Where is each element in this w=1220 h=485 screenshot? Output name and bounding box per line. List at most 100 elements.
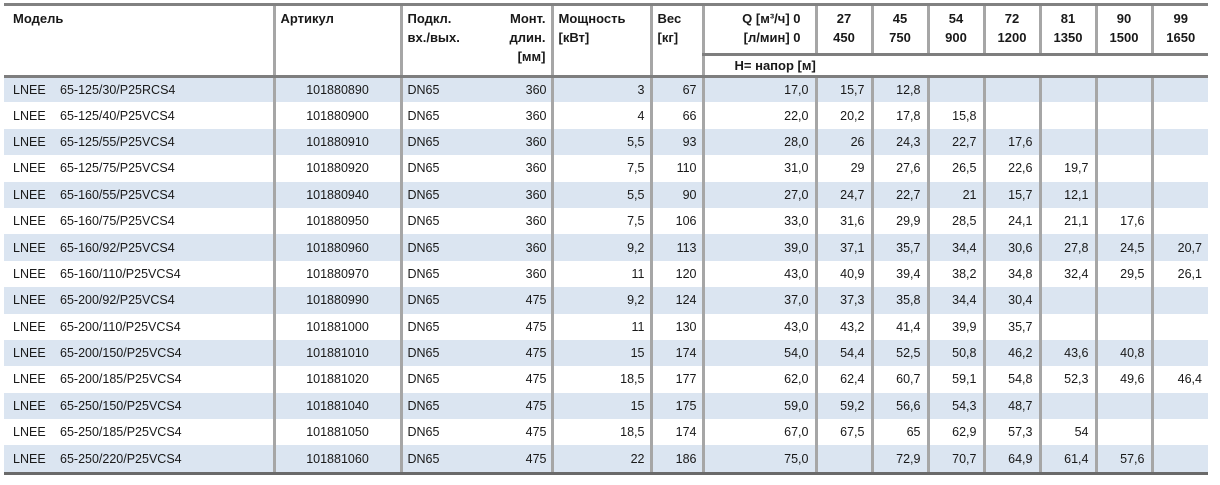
column-header-article: Артикул	[272, 6, 401, 78]
head-q72-cell: 46,2	[982, 339, 1040, 367]
connection-size: DN65	[407, 266, 440, 281]
model-code: 65-250/150/P25VCS4	[60, 398, 182, 413]
article-cell: 101880940	[272, 181, 401, 208]
model-code: 65-200/150/P25VCS4	[60, 346, 182, 361]
article-cell: 101881050	[272, 419, 401, 446]
table-row: LNEE 65-200/92/P25VCS4 101880990 DN65 475 …	[4, 287, 1208, 314]
head-q54-cell: 28,5	[926, 207, 984, 235]
connection-size: DN65	[407, 134, 440, 149]
weight-cell: 67	[649, 76, 703, 103]
power-cell: 11	[550, 313, 651, 340]
connection-mount-cell: DN65 360	[399, 234, 552, 261]
weight-cell: 93	[649, 128, 703, 156]
head-q90-cell	[1094, 76, 1152, 103]
header-row-head: H= напор [м]	[4, 53, 1208, 78]
head-q81-cell: 43,6	[1038, 339, 1096, 367]
head-q81-cell	[1038, 76, 1096, 103]
header-row-main: Модель Артикул Подкл. вх./вых. Монт. дли…	[4, 6, 1208, 78]
connection-mount-cell: DN65 475	[399, 339, 552, 367]
model-cell: LNEE 65-160/92/P25VCS4	[4, 234, 274, 260]
head-q90-cell: 49,6	[1094, 366, 1152, 393]
head-q27-cell: 15,7	[814, 76, 872, 103]
table-row: LNEE 65-125/30/P25RCS4 101880890 DN65 360 …	[4, 76, 1208, 103]
head-q99-cell	[1150, 287, 1208, 314]
head-q99-cell	[1150, 181, 1208, 208]
power-cell: 5,5	[550, 181, 651, 208]
head-q81-cell	[1038, 128, 1096, 156]
head-q99-cell	[1150, 128, 1208, 156]
model-cell: LNEE 65-125/30/P25RCS4	[4, 76, 274, 102]
head-q0-cell: 54,0	[701, 339, 816, 367]
model-cell: LNEE 65-125/55/P25VCS4	[4, 129, 274, 155]
column-header-flow-27: 27 450	[814, 6, 872, 56]
power-cell: 15	[550, 339, 651, 367]
mount-length-value: 360	[525, 161, 547, 176]
head-q81-cell: 32,4	[1038, 260, 1096, 288]
head-q81-cell: 52,3	[1038, 366, 1096, 393]
model-series: LNEE	[13, 214, 46, 229]
head-q54-cell: 15,8	[926, 102, 984, 129]
model-series: LNEE	[13, 82, 46, 97]
column-header-flow-zero: Q [м³/ч] 0 [л/мин] 0	[701, 6, 816, 56]
connection-size: DN65	[407, 425, 440, 440]
connection-mount-cell: DN65 475	[399, 419, 552, 446]
head-q81-cell	[1038, 313, 1096, 340]
head-q90-cell: 40,8	[1094, 339, 1152, 367]
head-q27-cell: 29	[814, 155, 872, 182]
head-q54-cell: 21	[926, 181, 984, 208]
power-cell: 9,2	[550, 287, 651, 314]
weight-cell: 174	[649, 419, 703, 446]
connection-mount-cell: DN65 360	[399, 207, 552, 235]
connection-mount-cell: DN65 360	[399, 181, 552, 208]
model-code: 65-200/110/P25VCS4	[60, 319, 181, 334]
model-series: LNEE	[13, 372, 46, 387]
head-q72-cell: 54,8	[982, 366, 1040, 393]
head-q0-cell: 31,0	[701, 155, 816, 182]
head-q90-cell	[1094, 392, 1152, 420]
model-series: LNEE	[13, 108, 46, 123]
model-code: 65-250/185/P25VCS4	[60, 425, 182, 440]
head-q72-cell: 24,1	[982, 207, 1040, 235]
weight-cell: 174	[649, 339, 703, 367]
connection-mount-cell: DN65 360	[399, 102, 552, 129]
weight-cell: 110	[649, 155, 703, 182]
head-q45-cell: 17,8	[870, 102, 928, 129]
head-q72-cell	[982, 102, 1040, 129]
head-q45-cell: 65	[870, 419, 928, 446]
article-cell: 101881020	[272, 366, 401, 393]
mount-length-value: 360	[525, 134, 547, 149]
head-q54-cell: 54,3	[926, 392, 984, 420]
connection-size: DN65	[407, 398, 440, 413]
article-cell: 101881040	[272, 392, 401, 420]
power-cell: 3	[550, 76, 651, 103]
model-cell: LNEE 65-250/150/P25VCS4	[4, 393, 274, 419]
head-q54-cell: 22,7	[926, 128, 984, 156]
head-q99-cell	[1150, 102, 1208, 129]
head-q45-cell: 35,8	[870, 287, 928, 314]
model-code: 65-125/55/P25VCS4	[60, 134, 175, 149]
table-top-rule	[4, 3, 1208, 6]
head-meters-label: H= напор [м]	[701, 53, 1208, 78]
column-header-flow-81: 81 1350	[1038, 6, 1096, 56]
weight-cell: 66	[649, 102, 703, 129]
mount-length-value: 360	[525, 108, 547, 123]
head-q54-cell: 38,2	[926, 260, 984, 288]
head-q45-cell: 52,5	[870, 339, 928, 367]
head-q27-cell: 67,5	[814, 419, 872, 446]
head-q99-cell	[1150, 419, 1208, 446]
head-q72-cell: 30,4	[982, 287, 1040, 314]
column-header-flow-54: 54 900	[926, 6, 984, 56]
head-q99-cell: 46,4	[1150, 366, 1208, 393]
connection-size: DN65	[407, 346, 440, 361]
head-q27-cell: 26	[814, 128, 872, 156]
head-q99-cell	[1150, 339, 1208, 367]
head-q99-cell: 20,7	[1150, 234, 1208, 261]
column-header-flow-90: 90 1500	[1094, 6, 1152, 56]
head-q90-cell	[1094, 155, 1152, 182]
head-q45-cell: 39,4	[870, 260, 928, 288]
head-q27-cell: 40,9	[814, 260, 872, 288]
mount-length-value: 475	[525, 319, 547, 334]
head-q0-cell: 33,0	[701, 207, 816, 235]
head-q45-cell: 56,6	[870, 392, 928, 420]
head-q81-cell: 21,1	[1038, 207, 1096, 235]
